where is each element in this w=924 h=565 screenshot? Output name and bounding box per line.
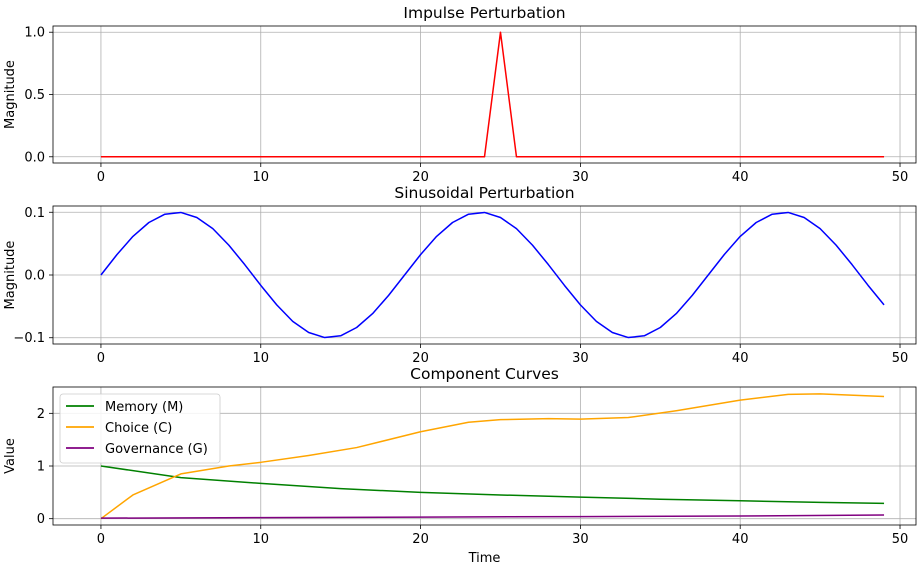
x-tick-label: 20 <box>412 170 429 185</box>
x-tick-label: 30 <box>572 532 589 547</box>
x-tick-label: 0 <box>97 170 105 185</box>
x-axis-label: Time <box>468 551 501 565</box>
x-tick-label: 40 <box>732 532 749 547</box>
chart-title: Component Curves <box>410 365 559 383</box>
y-tick-label: 1 <box>37 460 45 475</box>
legend: Memory (M) Choice (C) Governance (G) <box>59 393 221 464</box>
y-tick-label: −0.1 <box>13 331 45 346</box>
x-tick-label: 50 <box>892 532 909 547</box>
y-tick-label: 0.1 <box>24 206 45 221</box>
legend-label: Memory (M) <box>105 400 183 415</box>
series-line-1 <box>100 31 885 158</box>
y-tick-label: 1.0 <box>24 26 45 41</box>
chart-title: Impulse Perturbation <box>403 4 565 22</box>
chart-panel-3: 0 10 20 30 40 50 0 1 2 Component Curves Value Time M… <box>3 365 917 565</box>
x-tick-label: 50 <box>892 351 909 366</box>
legend-label: Choice (C) <box>105 421 172 436</box>
legend-box <box>59 393 221 464</box>
series-line-2 <box>100 211 885 339</box>
y-axis-label: Magnitude <box>3 241 18 310</box>
x-tick-label: 10 <box>252 170 269 185</box>
series-line-memory-m <box>100 465 885 505</box>
x-tick-label: 20 <box>412 532 429 547</box>
x-tick-label: 0 <box>97 351 105 366</box>
x-tick-label: 10 <box>252 351 269 366</box>
x-tick-label: 30 <box>572 170 589 185</box>
y-tick-label: 0 <box>37 512 45 527</box>
y-tick-label: 2 <box>37 407 45 422</box>
y-tick-label: 0.0 <box>24 269 45 284</box>
x-tick-label: 40 <box>732 170 749 185</box>
chart-title: Sinusoidal Perturbation <box>394 184 574 202</box>
legend-label: Governance (G) <box>105 442 208 457</box>
x-tick-label: 0 <box>97 532 105 547</box>
y-axis-label: Value <box>3 438 18 474</box>
x-tick-label: 20 <box>412 351 429 366</box>
x-tick-label: 40 <box>732 351 749 366</box>
x-tick-label: 30 <box>572 351 589 366</box>
series-line-governance-g <box>100 514 885 519</box>
y-tick-label: 0.5 <box>24 88 45 103</box>
axes-frame <box>52 386 917 526</box>
y-axis-label: Magnitude <box>3 60 18 129</box>
x-tick-label: 10 <box>252 532 269 547</box>
chart-panel-1: 0 10 20 30 40 50 0.0 0.5 1.0 Impulse Perturbation… <box>3 4 917 185</box>
y-tick-label: 0.0 <box>24 150 45 165</box>
chart-panel-2: 0 10 20 30 40 50 −0.1 0.0 0.1 Sinusoidal Perturba… <box>3 184 917 366</box>
series-line-choice-c <box>100 393 885 520</box>
x-tick-label: 50 <box>892 170 909 185</box>
